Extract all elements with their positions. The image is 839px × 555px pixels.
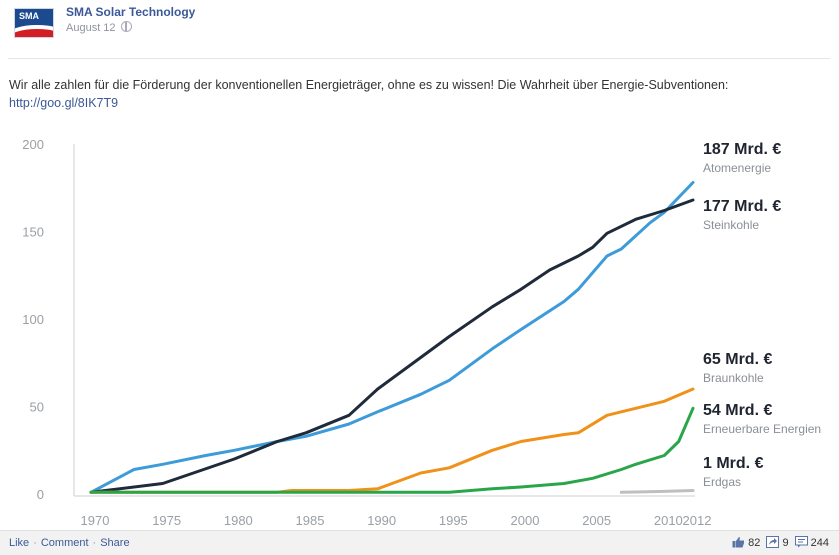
x-tick-label: 1975	[152, 513, 181, 528]
avatar-brand-text: SMA	[19, 11, 39, 21]
page-avatar[interactable]: SMA	[14, 8, 54, 38]
x-tick-label: 1990	[367, 513, 396, 528]
share-icon	[766, 536, 780, 548]
x-tick-label: 1985	[296, 513, 325, 528]
thumbs-up-icon	[732, 537, 745, 548]
share-link[interactable]: Share	[100, 537, 130, 549]
y-tick-label: 50	[30, 400, 44, 415]
comment-icon	[794, 536, 808, 548]
x-tick-label: 1970	[81, 513, 110, 528]
post-timestamp[interactable]: August 12	[66, 21, 132, 34]
x-tick-label: 1995	[439, 513, 468, 528]
series-line-braunkohle	[89, 387, 695, 494]
y-tick-label: 100	[22, 312, 44, 327]
likes-count[interactable]: 82	[732, 536, 760, 549]
globe-icon	[120, 21, 132, 32]
x-tick-label: 2010	[654, 513, 683, 528]
series-line-erdgas	[619, 489, 695, 494]
series-line-steinkohle	[89, 198, 695, 494]
x-tick-label: 2000	[511, 513, 540, 528]
avatar-swoosh-red	[15, 29, 53, 37]
y-tick-label: 0	[37, 487, 44, 502]
action-links: Like · Comment · Share	[9, 537, 130, 549]
comments-count-value: 244	[810, 537, 829, 549]
y-tick-label: 150	[22, 225, 44, 240]
post-link[interactable]: http://goo.gl/8IK7T9	[9, 96, 119, 110]
series-name-steinkohle: Steinkohle	[703, 218, 759, 232]
comments-count[interactable]: 244	[794, 536, 829, 549]
post-message-text: Wir alle zahlen für die Förderung der ko…	[9, 78, 729, 92]
like-link[interactable]: Like	[9, 537, 30, 549]
series-name-erdgas: Erdgas	[703, 475, 741, 489]
x-tick-label: 2012	[683, 513, 712, 528]
series-total-steinkohle: 177 Mrd. €	[703, 198, 781, 215]
series-line-atomenergie	[89, 181, 695, 494]
series-name-atomenergie: Atomenergie	[703, 161, 771, 175]
page-name-link[interactable]: SMA Solar Technology	[66, 5, 196, 19]
subsidy-line-chart[interactable]: 200 150 100 50 0 1970 1975 1980 1985 1990 1995 2000…	[0, 126, 839, 530]
series-line-erneuerbare-energien	[89, 406, 695, 494]
series-total-erdgas: 1 Mrd. €	[703, 455, 764, 472]
x-tick-label: 2005	[582, 513, 611, 528]
x-tick-label: 1980	[224, 513, 253, 528]
comment-link[interactable]: Comment	[40, 537, 89, 549]
series-total-erneuerbare-energien: 54 Mrd. €	[703, 402, 772, 419]
likes-count-value: 82	[748, 537, 761, 549]
series-name-braunkohle: Braunkohle	[703, 371, 764, 385]
series-total-atomenergie: 187 Mrd. €	[703, 141, 781, 158]
series-name-erneuerbare-energien: Erneuerbare Energien	[703, 422, 821, 436]
post-header: SMA SMA Solar Technology August 12	[0, 0, 839, 60]
engagement-counts: 82 9 244	[732, 536, 829, 549]
post-date-text[interactable]: August 12	[66, 22, 116, 34]
shares-count-value: 9	[782, 537, 789, 549]
header-divider	[8, 58, 830, 59]
post-footer: Like · Comment · Share 82 9 244	[0, 530, 839, 555]
y-tick-label: 200	[22, 137, 44, 152]
series-total-braunkohle: 65 Mrd. €	[703, 351, 772, 368]
post-message: Wir alle zahlen für die Förderung der ko…	[9, 76, 809, 112]
shares-count[interactable]: 9	[766, 536, 789, 549]
